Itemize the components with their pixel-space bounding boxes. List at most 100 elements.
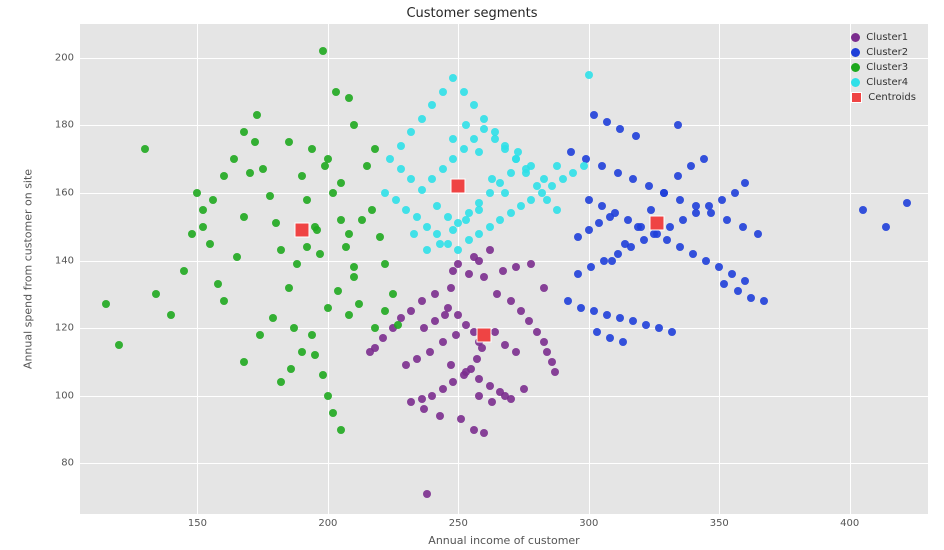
scatter-point	[188, 230, 196, 238]
scatter-point	[593, 328, 601, 336]
scatter-point	[603, 118, 611, 126]
centroid-marker	[451, 179, 466, 194]
scatter-point	[423, 490, 431, 498]
scatter-point	[350, 263, 358, 271]
scatter-point	[882, 223, 890, 231]
scatter-point	[230, 155, 238, 163]
scatter-point	[590, 111, 598, 119]
scatter-point	[606, 213, 614, 221]
scatter-point	[311, 351, 319, 359]
scatter-point	[426, 348, 434, 356]
scatter-point	[449, 267, 457, 275]
scatter-point	[253, 111, 261, 119]
scatter-point	[376, 233, 384, 241]
scatter-point	[548, 358, 556, 366]
scatter-point	[436, 240, 444, 248]
scatter-point	[402, 361, 410, 369]
scatter-point	[381, 260, 389, 268]
scatter-point	[447, 361, 455, 369]
scatter-point	[251, 138, 259, 146]
gridline-v	[328, 24, 329, 514]
x-tick-label: 200	[318, 518, 337, 529]
scatter-point	[619, 338, 627, 346]
scatter-point	[418, 297, 426, 305]
gridline-h	[80, 261, 928, 262]
scatter-point	[595, 219, 603, 227]
scatter-point	[449, 155, 457, 163]
scatter-point	[590, 307, 598, 315]
scatter-point	[493, 290, 501, 298]
scatter-point	[689, 250, 697, 258]
circle-swatch-icon	[851, 48, 860, 57]
x-tick-label: 300	[579, 518, 598, 529]
scatter-point	[420, 324, 428, 332]
legend-label: Cluster3	[866, 62, 908, 73]
scatter-point	[507, 297, 515, 305]
scatter-point	[475, 392, 483, 400]
scatter-point	[501, 145, 509, 153]
y-tick-label: 140	[50, 255, 74, 266]
scatter-point	[423, 223, 431, 231]
scatter-point	[272, 219, 280, 227]
scatter-point	[452, 331, 460, 339]
scatter-point	[444, 240, 452, 248]
scatter-point	[585, 226, 593, 234]
scatter-point	[462, 121, 470, 129]
scatter-point	[903, 199, 911, 207]
scatter-point	[363, 162, 371, 170]
scatter-point	[180, 267, 188, 275]
scatter-point	[460, 145, 468, 153]
scatter-point	[439, 385, 447, 393]
scatter-point	[486, 382, 494, 390]
scatter-point	[465, 270, 473, 278]
scatter-point	[447, 284, 455, 292]
scatter-point	[240, 358, 248, 366]
scatter-point	[501, 189, 509, 197]
scatter-point	[480, 429, 488, 437]
scatter-point	[551, 368, 559, 376]
scatter-point	[475, 375, 483, 383]
chart-title: Customer segments	[0, 6, 944, 21]
scatter-point	[741, 179, 749, 187]
scatter-point	[285, 138, 293, 146]
scatter-point	[478, 344, 486, 352]
scatter-point	[439, 338, 447, 346]
chart-root: Customer segments Annual income of custo…	[0, 0, 944, 550]
scatter-point	[392, 196, 400, 204]
scatter-point	[397, 142, 405, 150]
scatter-point	[728, 270, 736, 278]
scatter-point	[564, 297, 572, 305]
y-tick-label: 160	[50, 187, 74, 198]
scatter-point	[199, 206, 207, 214]
scatter-point	[465, 236, 473, 244]
centroid-marker	[294, 223, 309, 238]
scatter-point	[329, 189, 337, 197]
y-axis-label: Annual spend from customer on site	[22, 169, 35, 369]
scatter-point	[366, 348, 374, 356]
centroid-marker	[477, 327, 492, 342]
scatter-point	[606, 334, 614, 342]
scatter-point	[470, 135, 478, 143]
scatter-point	[423, 246, 431, 254]
scatter-point	[358, 216, 366, 224]
scatter-point	[345, 94, 353, 102]
scatter-point	[337, 179, 345, 187]
scatter-point	[277, 378, 285, 386]
legend-item: Cluster2	[851, 45, 916, 60]
scatter-point	[431, 317, 439, 325]
scatter-point	[342, 243, 350, 251]
scatter-point	[470, 426, 478, 434]
scatter-point	[486, 246, 494, 254]
y-tick-label: 120	[50, 323, 74, 334]
scatter-point	[642, 321, 650, 329]
scatter-point	[439, 88, 447, 96]
scatter-point	[514, 148, 522, 156]
x-tick-label: 350	[710, 518, 729, 529]
scatter-point	[407, 398, 415, 406]
x-tick-label: 400	[840, 518, 859, 529]
scatter-point	[418, 186, 426, 194]
scatter-point	[647, 206, 655, 214]
scatter-point	[559, 175, 567, 183]
scatter-point	[527, 162, 535, 170]
scatter-point	[501, 341, 509, 349]
